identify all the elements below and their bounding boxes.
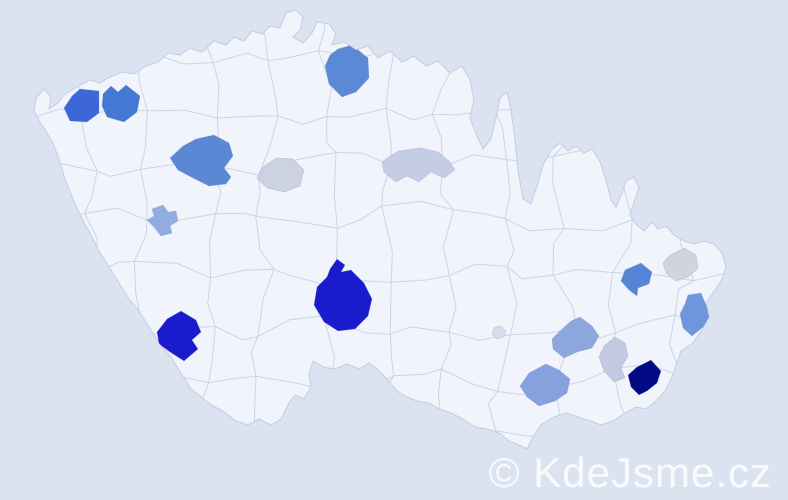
highlighted-district[interactable] — [598, 336, 629, 383]
highlighted-district[interactable] — [169, 134, 234, 187]
highlighted-district[interactable] — [313, 258, 373, 332]
highlighted-district[interactable] — [679, 292, 713, 337]
highlighted-district[interactable] — [156, 310, 202, 362]
highlighted-district[interactable] — [146, 204, 179, 237]
highlighted-district[interactable] — [63, 88, 100, 123]
watermark: © KdeJsme.cz — [489, 449, 772, 496]
highlighted-district[interactable] — [256, 157, 305, 193]
highlighted-district[interactable] — [551, 316, 600, 359]
highlighted-district[interactable] — [627, 359, 662, 396]
highlighted-district[interactable] — [381, 147, 456, 183]
highlighted-district[interactable] — [662, 247, 699, 282]
highlighted-districts — [63, 44, 713, 407]
highlighted-district[interactable] — [491, 325, 507, 340]
highlighted-district[interactable] — [620, 262, 653, 297]
highlighted-district[interactable] — [519, 363, 571, 407]
highlighted-district[interactable] — [324, 44, 370, 98]
highlighted-district[interactable] — [101, 84, 141, 123]
